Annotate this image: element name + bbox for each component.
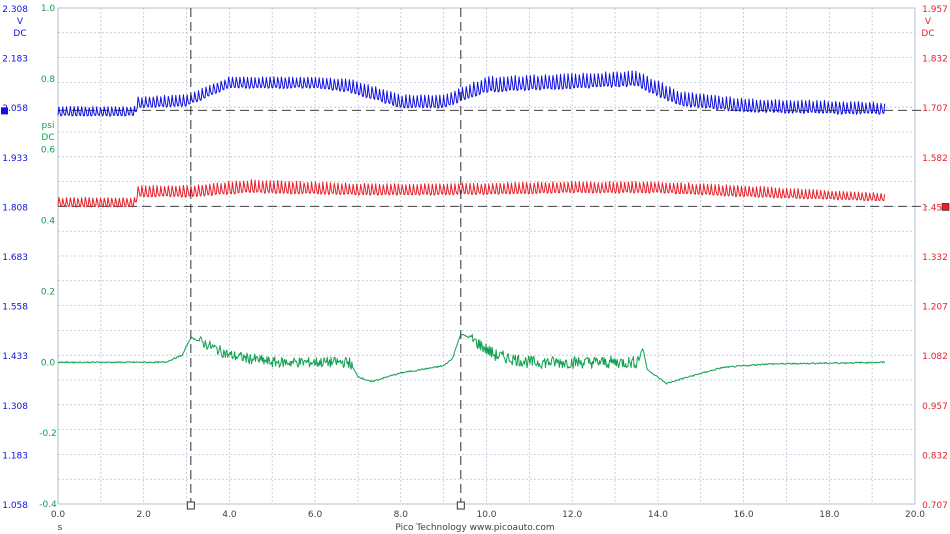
- plot-frame: [57, 7, 916, 505]
- axis-unit-label: V: [925, 17, 932, 27]
- tick-label: 1.582: [922, 154, 948, 164]
- axis-unit-label: DC: [921, 29, 934, 39]
- tick-label: 1.957: [922, 5, 948, 15]
- tick-label: 2.183: [2, 55, 28, 65]
- plot-border: [57, 7, 916, 505]
- blue-trace: [57, 70, 886, 117]
- blue-level-marker[interactable]: [1, 107, 8, 115]
- tick-label: 1.933: [2, 154, 28, 164]
- tick-label: 1.457: [922, 203, 948, 213]
- footer-credit: Pico Technology www.picoauto.com: [395, 523, 554, 533]
- tick-label: 1.683: [2, 253, 28, 263]
- red-level-marker[interactable]: [941, 203, 950, 211]
- x-axis: 0.0 2.0 4.0 6.0 8.0 10.0 12.0 14.0 16.0 18.0 20.0 s: [51, 510, 925, 533]
- axis-unit-label: psi: [42, 121, 55, 131]
- x-tick-label: 0.0: [51, 510, 66, 520]
- right-axis-red: 1.957 1.832 1.707 1.582 1.457 1.332 1.207 1.082…: [921, 5, 947, 511]
- time-cursors[interactable]: [186, 8, 465, 510]
- x-tick-label: 20.0: [905, 510, 925, 520]
- green-trace: [58, 333, 886, 385]
- x-tick-label: 10.0: [476, 510, 496, 520]
- tick-label: 1.082: [922, 352, 948, 362]
- tick-label: 0.8: [41, 75, 56, 85]
- tick-label: 1.707: [922, 104, 948, 114]
- left-axis-blue: 2.308 2.183 2.058 1.933 1.808 1.683 1.558 1.433…: [2, 5, 28, 511]
- tick-label: 1.058: [2, 501, 28, 511]
- tick-label: 1.308: [2, 402, 28, 412]
- tick-label: 1.183: [2, 451, 28, 461]
- tick-label: 1.207: [922, 303, 948, 313]
- tick-label: 0.707: [922, 501, 948, 511]
- tick-label: 0.832: [922, 451, 948, 461]
- tick-label: 1.0: [41, 4, 56, 14]
- tick-label: 0.957: [922, 402, 948, 412]
- axis-unit-label: DC: [41, 133, 54, 143]
- x-tick-label: 2.0: [137, 510, 152, 520]
- chart-grid: [57, 7, 916, 505]
- tick-label: 1.433: [2, 352, 28, 362]
- tick-label: 1.558: [2, 303, 28, 313]
- left-axis-green: 1.0 0.8 0.6 0.4 0.2 0.0 -0.2 -0.4 psi DC: [39, 4, 57, 510]
- axis-unit-label: DC: [13, 29, 26, 39]
- red-trace: [57, 179, 886, 208]
- tick-label: 0.6: [41, 146, 56, 156]
- x-tick-label: 4.0: [222, 510, 237, 520]
- tick-label: 0.4: [41, 217, 56, 227]
- x-axis-unit: s: [58, 523, 63, 533]
- tick-label: 2.308: [2, 5, 28, 15]
- reference-lines: [58, 109, 927, 207]
- tick-label: 2.058: [2, 104, 28, 114]
- tick-label: 1.832: [922, 55, 948, 65]
- tick-label: 1.332: [922, 253, 948, 263]
- axis-unit-label: V: [17, 17, 24, 27]
- x-tick-label: 14.0: [648, 510, 668, 520]
- tick-label: -0.4: [39, 500, 57, 510]
- x-tick-label: 12.0: [562, 510, 582, 520]
- tick-label: 1.808: [2, 203, 28, 213]
- time-cursor-handle-1[interactable]: [186, 501, 195, 510]
- traces: [57, 70, 886, 385]
- x-tick-label: 8.0: [394, 510, 409, 520]
- x-tick-label: 18.0: [819, 510, 839, 520]
- tick-label: 0.2: [41, 287, 55, 297]
- x-tick-label: 6.0: [308, 510, 323, 520]
- tick-label: -0.2: [39, 429, 57, 439]
- time-cursor-handle-2[interactable]: [456, 501, 465, 510]
- tick-label: 0.0: [41, 358, 56, 368]
- x-tick-label: 16.0: [734, 510, 754, 520]
- level-markers[interactable]: [1, 107, 950, 211]
